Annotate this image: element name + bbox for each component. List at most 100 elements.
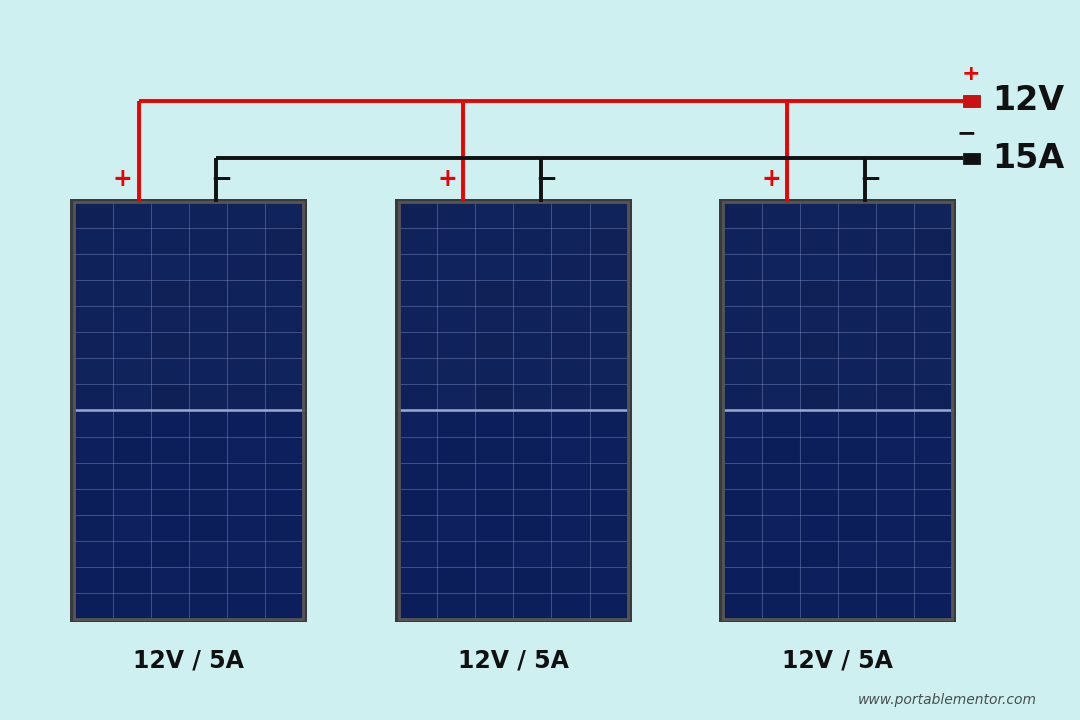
Bar <box>399 202 627 619</box>
Bar <box>514 307 551 331</box>
Bar <box>762 307 798 331</box>
Bar <box>266 359 302 384</box>
Bar <box>76 333 111 358</box>
Bar <box>400 202 436 227</box>
Bar <box>915 333 951 358</box>
Bar <box>591 411 626 436</box>
Bar <box>915 490 951 514</box>
Bar <box>476 490 512 514</box>
Bar <box>476 359 512 384</box>
Bar <box>400 516 436 540</box>
Bar <box>839 567 875 593</box>
Bar <box>152 594 188 618</box>
Bar <box>591 594 626 618</box>
Bar <box>962 153 980 164</box>
Bar <box>591 359 626 384</box>
Bar <box>438 437 474 462</box>
Bar <box>266 333 302 358</box>
Bar <box>915 541 951 566</box>
Bar <box>113 359 150 384</box>
Bar <box>553 255 589 279</box>
Bar <box>399 202 627 619</box>
Bar <box>113 333 150 358</box>
Bar <box>400 333 436 358</box>
Bar <box>725 437 760 462</box>
Bar <box>113 490 150 514</box>
Bar <box>113 541 150 566</box>
Bar <box>228 307 264 331</box>
Bar <box>553 594 589 618</box>
Bar <box>228 516 264 540</box>
Bar <box>438 490 474 514</box>
Bar <box>839 490 875 514</box>
Bar <box>877 202 913 227</box>
Bar <box>476 307 512 331</box>
Bar <box>113 385 150 410</box>
Bar <box>591 516 626 540</box>
Bar <box>800 385 837 410</box>
Bar <box>228 541 264 566</box>
Bar <box>476 281 512 305</box>
Bar <box>476 541 512 566</box>
Bar <box>553 307 589 331</box>
Text: +: + <box>962 64 981 84</box>
Bar <box>915 359 951 384</box>
Bar <box>190 281 226 305</box>
Bar <box>839 202 875 227</box>
Bar <box>400 490 436 514</box>
Bar <box>800 594 837 618</box>
Bar <box>190 228 226 253</box>
Bar <box>76 385 111 410</box>
Bar <box>266 516 302 540</box>
Bar <box>800 516 837 540</box>
Bar <box>762 437 798 462</box>
Bar <box>915 567 951 593</box>
Bar <box>591 385 626 410</box>
Bar <box>152 385 188 410</box>
Bar <box>553 437 589 462</box>
Bar <box>113 567 150 593</box>
Bar <box>591 464 626 488</box>
Bar <box>591 228 626 253</box>
Bar <box>839 516 875 540</box>
Bar <box>877 464 913 488</box>
Bar <box>399 202 627 410</box>
Bar <box>438 255 474 279</box>
Bar <box>514 594 551 618</box>
Bar <box>877 567 913 593</box>
Bar <box>591 307 626 331</box>
Bar <box>266 228 302 253</box>
Bar <box>877 333 913 358</box>
Bar <box>76 567 111 593</box>
Bar <box>266 594 302 618</box>
Bar <box>762 202 798 227</box>
Bar <box>476 228 512 253</box>
Bar <box>591 567 626 593</box>
Text: www.portablementor.com: www.portablementor.com <box>859 693 1037 707</box>
Bar <box>76 594 111 618</box>
Bar <box>438 464 474 488</box>
Bar <box>800 411 837 436</box>
Bar <box>152 541 188 566</box>
Text: +: + <box>112 167 133 191</box>
Bar <box>725 359 760 384</box>
Bar <box>75 202 303 619</box>
Bar <box>800 255 837 279</box>
Bar <box>266 202 302 227</box>
Bar <box>839 281 875 305</box>
Bar <box>877 490 913 514</box>
Bar <box>725 541 760 566</box>
Bar <box>76 202 111 227</box>
Text: +: + <box>761 167 781 191</box>
Bar <box>915 594 951 618</box>
Bar <box>591 281 626 305</box>
Bar <box>839 333 875 358</box>
Bar <box>476 333 512 358</box>
Bar <box>438 594 474 618</box>
Bar <box>113 516 150 540</box>
Text: 15A: 15A <box>993 142 1065 175</box>
Bar <box>152 464 188 488</box>
Bar <box>877 228 913 253</box>
Bar <box>394 199 632 622</box>
Bar <box>762 385 798 410</box>
